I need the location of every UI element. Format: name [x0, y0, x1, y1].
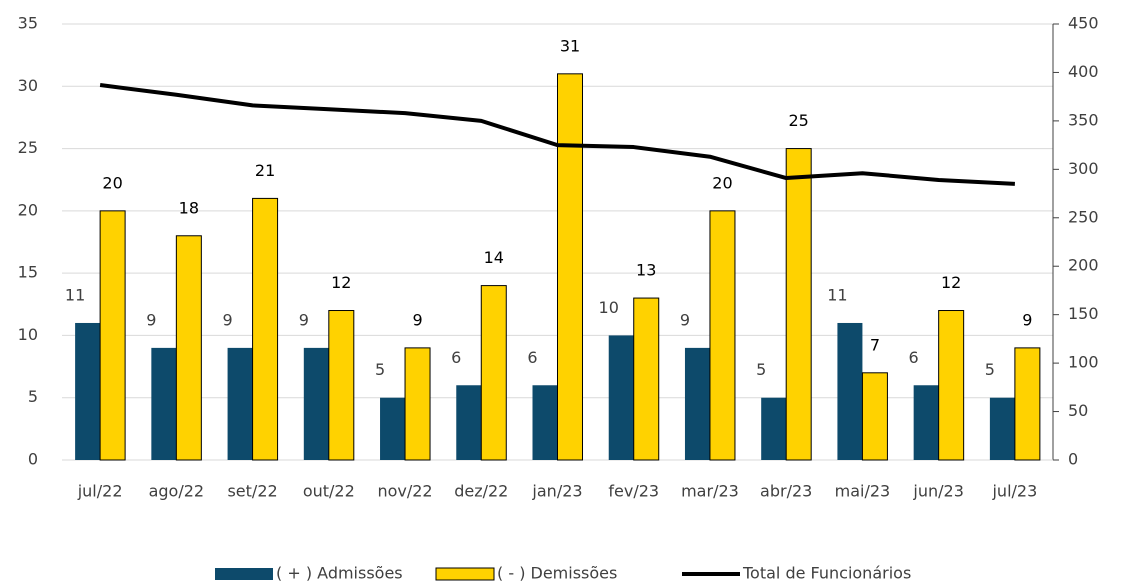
- x-tick-label: set/22: [227, 482, 277, 501]
- x-tick-label: mai/23: [835, 482, 891, 501]
- bar: [557, 73, 583, 461]
- data-label: 9: [1022, 310, 1032, 329]
- data-label: 6: [527, 348, 537, 367]
- y-tick-label: 30: [18, 76, 38, 95]
- x-tick-label: abr/23: [760, 482, 812, 501]
- x-tick-label: jan/23: [531, 482, 582, 501]
- x-tick-label: mar/23: [681, 482, 739, 501]
- data-label: 13: [636, 261, 656, 280]
- data-label: 11: [65, 285, 85, 304]
- y-tick-label: 20: [18, 200, 38, 219]
- x-tick-label: ago/22: [149, 482, 205, 501]
- data-label: 9: [146, 310, 156, 329]
- y-tick-label: 0: [28, 450, 38, 469]
- bar: [938, 310, 965, 461]
- data-label: 20: [102, 173, 122, 192]
- legend-label: ( - ) Demissões: [497, 564, 617, 583]
- legend-label: ( + ) Admissões: [276, 564, 403, 583]
- bar: [837, 322, 863, 460]
- data-label: 6: [909, 348, 919, 367]
- y-tick-label: 25: [18, 138, 38, 157]
- data-label: 9: [680, 310, 690, 329]
- bar: [303, 347, 329, 460]
- bar: [761, 397, 787, 460]
- y2-tick-label: 400: [1068, 62, 1099, 81]
- data-label: 25: [789, 111, 809, 130]
- data-label: 5: [985, 360, 995, 379]
- legend-swatch: [435, 567, 495, 581]
- bar: [75, 322, 101, 460]
- y2-tick-label: 0: [1068, 450, 1078, 469]
- x-tick-label: nov/22: [377, 482, 432, 501]
- data-label: 12: [941, 273, 961, 292]
- y2-tick-label: 250: [1068, 207, 1099, 226]
- line: [99, 83, 1015, 186]
- data-label: 5: [375, 360, 385, 379]
- bar: [252, 197, 279, 461]
- bar: [227, 347, 253, 460]
- data-label: 7: [870, 335, 880, 354]
- data-label: 20: [712, 173, 732, 192]
- bar: [989, 397, 1015, 460]
- bar: [608, 335, 634, 460]
- data-label: 9: [299, 310, 309, 329]
- y-tick-label: 15: [18, 263, 38, 282]
- bar: [404, 347, 431, 461]
- data-label: 5: [756, 360, 766, 379]
- data-label: 11: [827, 285, 847, 304]
- data-label: 21: [255, 161, 275, 180]
- y2-tick-label: 150: [1068, 304, 1099, 323]
- y-tick-label: 10: [18, 325, 38, 344]
- bar: [532, 385, 558, 460]
- bar: [1014, 347, 1041, 461]
- bar: [861, 372, 888, 461]
- bar: [175, 235, 202, 461]
- bar: [328, 310, 355, 461]
- bar: [456, 385, 482, 460]
- data-label: 12: [331, 273, 351, 292]
- y2-tick-label: 350: [1068, 110, 1099, 129]
- bar: [709, 210, 736, 461]
- x-tick-label: fev/23: [608, 482, 659, 501]
- data-label: 9: [412, 310, 422, 329]
- y-tick-label: 5: [28, 387, 38, 406]
- data-label: 10: [599, 298, 619, 317]
- data-label: 9: [222, 310, 232, 329]
- data-label: 31: [560, 36, 580, 55]
- bar: [151, 347, 177, 460]
- x-tick-label: jul/22: [77, 482, 123, 501]
- x-tick-label: jul/23: [991, 482, 1037, 501]
- bar: [380, 397, 406, 460]
- y2-tick-label: 100: [1068, 353, 1099, 372]
- bar: [785, 148, 812, 461]
- bar: [684, 347, 710, 460]
- data-label: 14: [484, 248, 504, 267]
- bar: [633, 297, 660, 461]
- x-tick-label: jun/23: [912, 482, 963, 501]
- y2-tick-label: 450: [1068, 14, 1099, 33]
- data-label: 18: [179, 198, 199, 217]
- bar: [99, 210, 126, 461]
- legend-label: Total de Funcionários: [742, 564, 911, 583]
- y-tick-label: 35: [18, 14, 38, 33]
- bar: [480, 285, 507, 461]
- data-label: 6: [451, 348, 461, 367]
- x-tick-label: out/22: [303, 482, 355, 501]
- legend-swatch: [215, 568, 273, 580]
- x-tick-label: dez/22: [454, 482, 508, 501]
- y2-tick-label: 300: [1068, 159, 1099, 178]
- y2-tick-label: 200: [1068, 256, 1099, 275]
- bar: [913, 385, 939, 460]
- y2-tick-label: 50: [1068, 401, 1088, 420]
